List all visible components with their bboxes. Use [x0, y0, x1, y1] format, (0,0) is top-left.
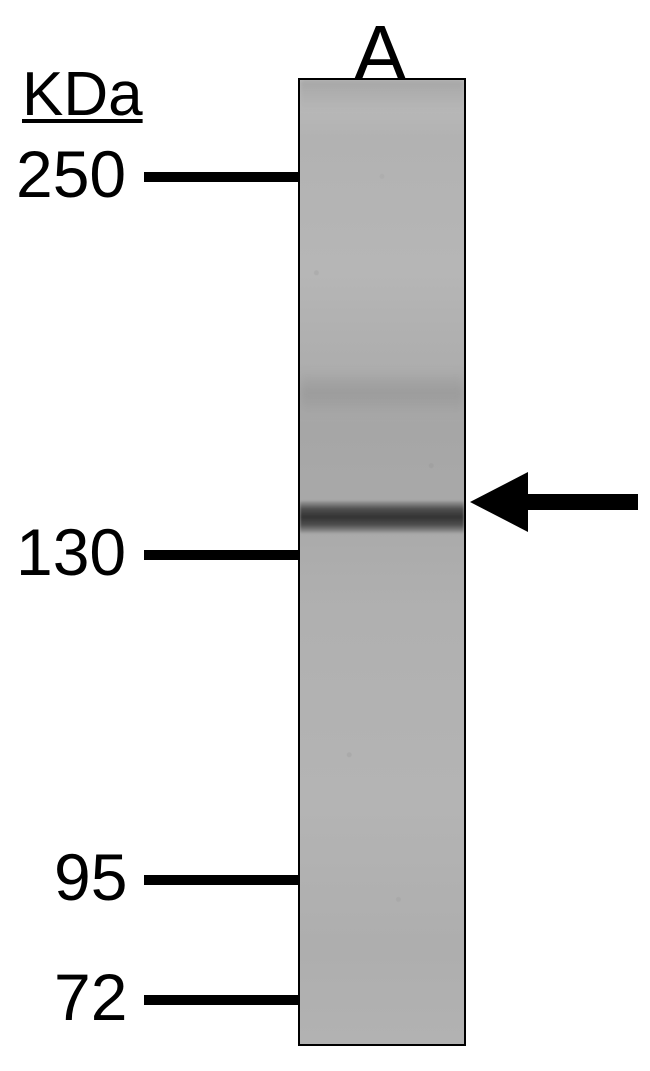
blot-lane	[298, 78, 466, 1046]
band-main-band	[300, 501, 464, 533]
ladder-tick-250	[144, 172, 298, 182]
band-top-edge-shadow	[300, 80, 464, 110]
ladder-tick-130	[144, 550, 298, 560]
ladder-tick-72	[144, 995, 298, 1005]
arrow-shaft	[528, 494, 638, 510]
units-label: KDa	[22, 64, 143, 126]
western-blot-figure: KDa A 2501309572	[0, 0, 650, 1071]
arrow-head-icon	[470, 472, 528, 532]
ladder-tick-95	[144, 875, 298, 885]
ladder-label-95: 95	[54, 844, 127, 910]
ladder-label-72: 72	[54, 964, 127, 1030]
ladder-label-130: 130	[16, 519, 126, 585]
ladder-label-250: 250	[16, 141, 126, 207]
band-faint-upper-smudge	[300, 370, 464, 416]
